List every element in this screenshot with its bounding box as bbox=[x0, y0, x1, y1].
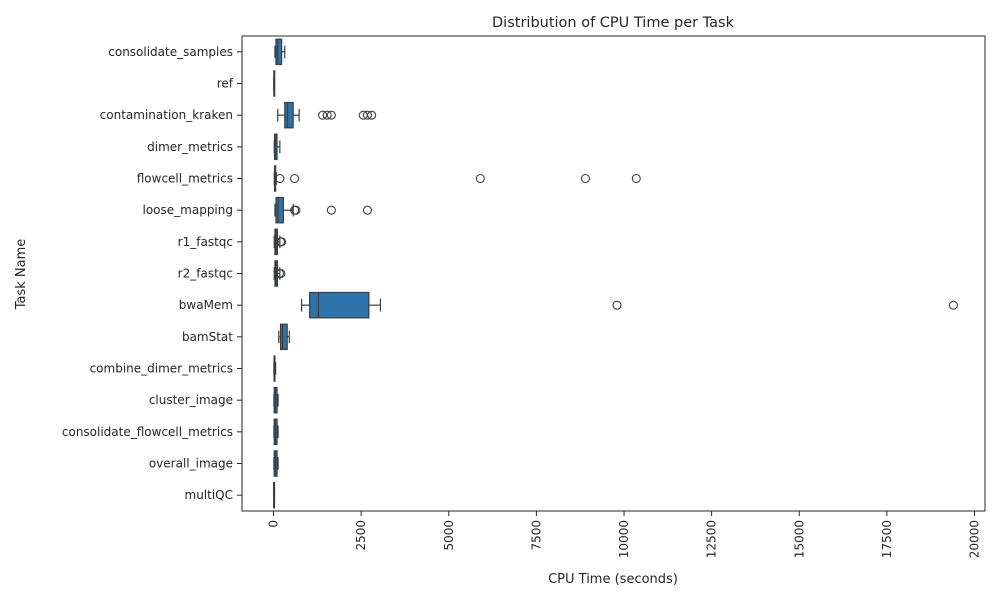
y-tick-label: bwaMem bbox=[179, 298, 233, 312]
box-loose_mapping bbox=[275, 196, 284, 224]
x-tick-label: 15000 bbox=[792, 520, 806, 558]
x-tick-label: 10000 bbox=[617, 520, 631, 558]
x-tick-label: 2500 bbox=[354, 520, 368, 551]
outlier-point bbox=[362, 110, 373, 120]
y-tick-label: combine_dimer_metrics bbox=[90, 362, 233, 376]
box-consolidate_samples bbox=[275, 38, 283, 66]
outlier-point bbox=[318, 110, 328, 120]
outlier-point bbox=[275, 173, 285, 184]
outlier-point bbox=[290, 173, 300, 184]
x-axis-title: CPU Time (seconds) bbox=[548, 572, 678, 587]
outlier-point bbox=[580, 173, 591, 184]
y-tick-label: consolidate_flowcell_metrics bbox=[62, 425, 233, 439]
y-tick-label: flowcell_metrics bbox=[137, 172, 233, 186]
x-tick-label: 0 bbox=[267, 520, 281, 528]
outlier-point bbox=[276, 268, 286, 279]
outlier-point bbox=[326, 110, 336, 120]
outlier-point bbox=[475, 173, 485, 184]
box-contamination_kraken bbox=[284, 101, 294, 129]
plot-frame bbox=[241, 35, 986, 512]
y-tick-label: r2_fastqc bbox=[178, 267, 233, 281]
y-tick-label: bamStat bbox=[182, 330, 233, 344]
outlier-point bbox=[322, 110, 332, 120]
outlier-point bbox=[326, 205, 336, 215]
outlier-point bbox=[362, 205, 373, 215]
box-bwaMem bbox=[309, 291, 370, 319]
outlier-point bbox=[612, 300, 622, 310]
x-tick-label: 5000 bbox=[442, 520, 456, 551]
box-bamStat bbox=[279, 323, 288, 351]
y-tick-label: consolidate_samples bbox=[108, 45, 233, 59]
x-tick-label: 20000 bbox=[967, 520, 981, 558]
x-tick-label: 12500 bbox=[705, 520, 719, 558]
x-tick-label: 7500 bbox=[529, 520, 543, 551]
outlier-point bbox=[277, 237, 287, 247]
y-axis-title: Task Name bbox=[14, 239, 29, 311]
y-tick-label: contamination_kraken bbox=[100, 108, 233, 122]
y-tick-label: loose_mapping bbox=[143, 203, 234, 217]
y-tick-label: overall_image bbox=[149, 457, 233, 471]
y-tick-label: ref bbox=[217, 77, 234, 91]
y-tick-label: r1_fastqc bbox=[178, 235, 233, 249]
plot-area: 0 2500 5000 7500 10000 12500 15000 17500 20000 co… bbox=[62, 35, 986, 558]
chart-title: Distribution of CPU Time per Task bbox=[492, 15, 735, 31]
y-tick-label: multiQC bbox=[185, 488, 234, 502]
x-tick-label: 17500 bbox=[880, 520, 894, 558]
outlier-point bbox=[367, 110, 377, 120]
outlier-point bbox=[948, 300, 959, 310]
y-tick-label: dimer_metrics bbox=[147, 140, 233, 154]
y-tick-label: cluster_image bbox=[149, 393, 233, 407]
outlier-point bbox=[291, 205, 301, 215]
outlier-point bbox=[631, 173, 641, 184]
